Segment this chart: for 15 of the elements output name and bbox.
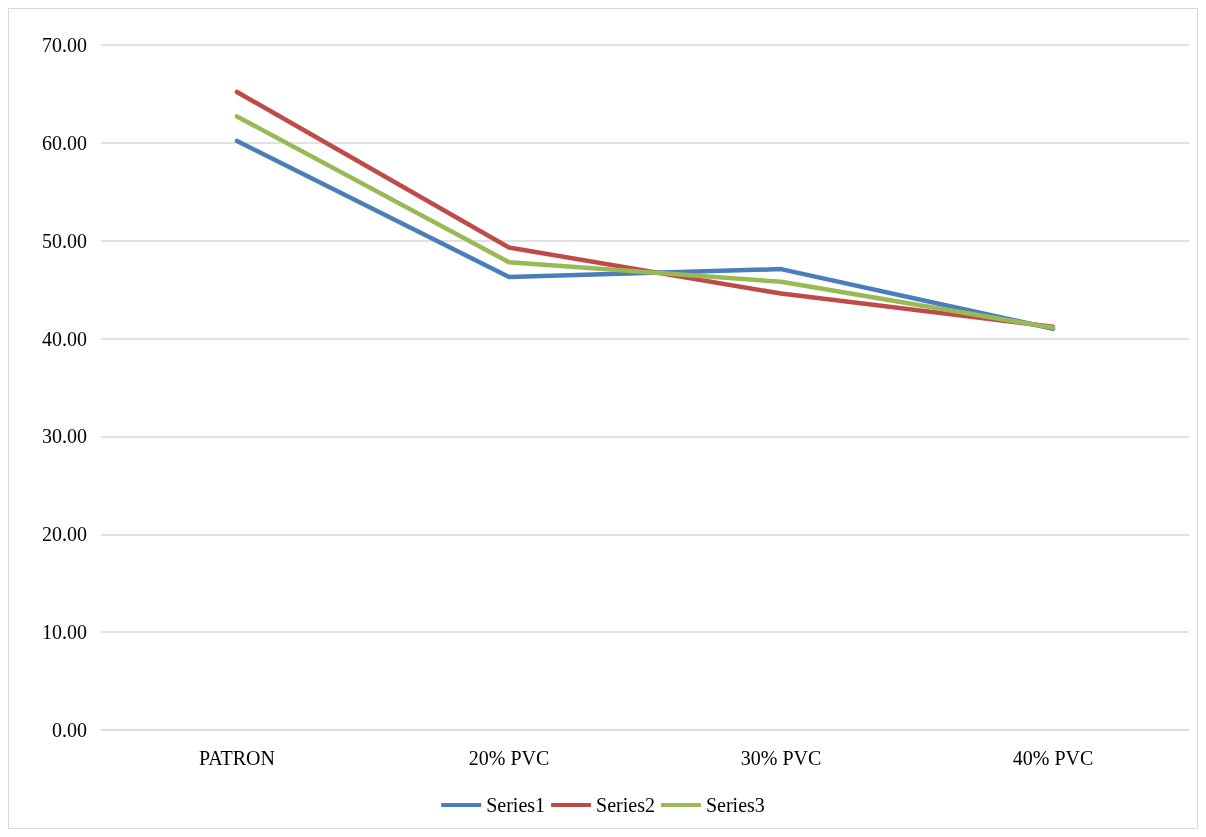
x-tick-label: PATRON — [199, 747, 275, 769]
y-tick-label: 40.00 — [42, 327, 87, 350]
y-tick-label: 70.00 — [42, 34, 87, 56]
legend-label: Series2 — [596, 794, 655, 816]
legend-label: Series3 — [705, 794, 765, 816]
y-tick-label: 0.00 — [52, 719, 87, 741]
y-tick-label: 10.00 — [42, 621, 87, 644]
y-tick-label: 50.00 — [42, 229, 87, 252]
x-tick-label: 20% PVC — [468, 747, 550, 769]
x-tick-label: 40% PVC — [1012, 747, 1094, 769]
y-tick-label: 20.00 — [42, 523, 87, 546]
y-tick-label: 60.00 — [42, 131, 87, 154]
y-tick-label: 30.00 — [42, 425, 87, 448]
x-tick-label: 30% PVC — [740, 747, 822, 769]
legend-label: Series1 — [486, 794, 546, 816]
